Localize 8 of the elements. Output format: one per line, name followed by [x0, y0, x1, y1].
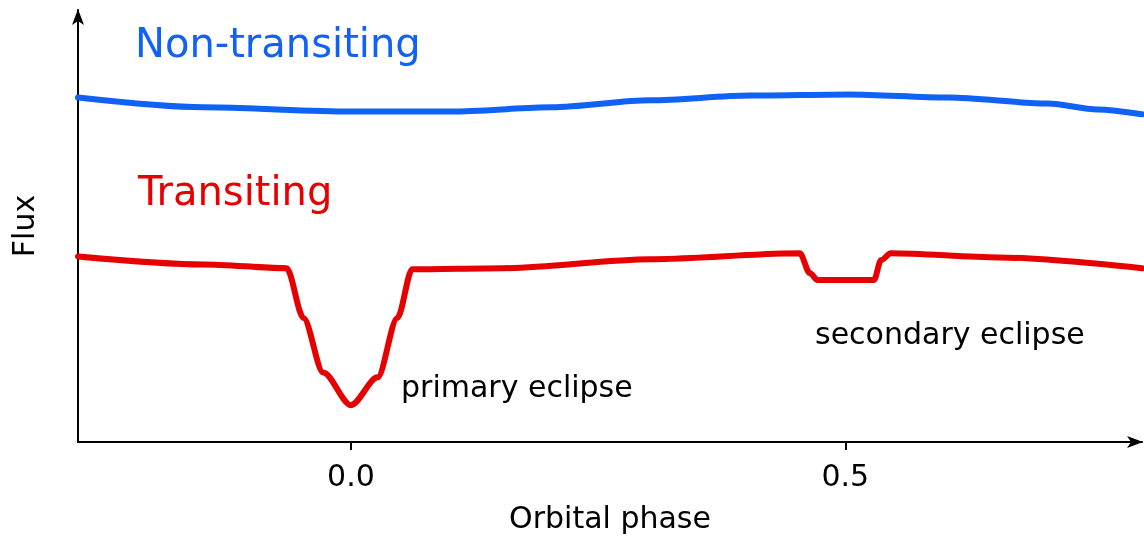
series-label: Transiting — [137, 168, 333, 215]
annotation: primary eclipse — [401, 368, 633, 404]
x-axis-title: Orbital phase — [509, 499, 711, 535]
annotation: secondary eclipse — [815, 315, 1085, 351]
x-tick-label: 0.5 — [821, 457, 870, 493]
x-tick-label: 0.0 — [327, 457, 375, 493]
series-label: Non-transiting — [135, 19, 421, 66]
y-axis-title: Flux — [5, 194, 41, 258]
